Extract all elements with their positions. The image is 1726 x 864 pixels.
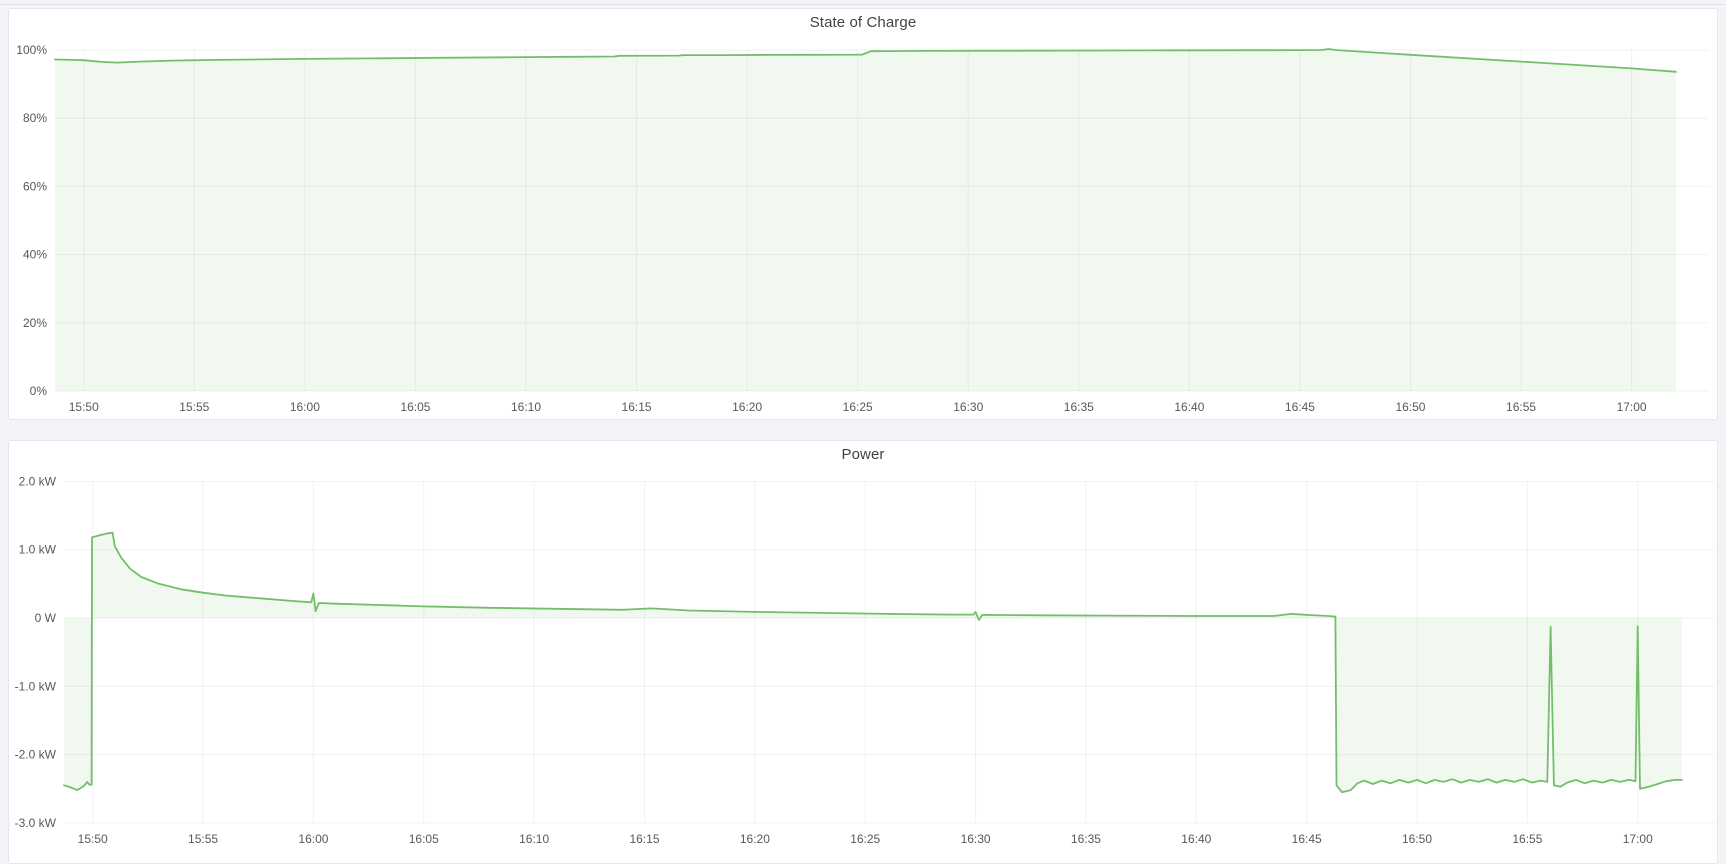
cropped-panel-above-edge [0,4,1726,5]
panel-power: Power -3.0 kW -2.0 kW -1.0 kW 0 W 1.0 kW 2.0 … [8,440,1718,864]
y-tick-label: 80% [23,111,47,125]
x-tick-label: 16:50 [1395,400,1425,414]
x-tick-label: 16:45 [1285,400,1315,414]
x-tick-label: 16:15 [629,832,659,846]
x-tick-label: 16:55 [1512,832,1542,846]
x-tick-label: 16:10 [519,832,549,846]
y-tick-label: 2.0 kW [19,474,57,488]
y-tick-label: 0% [30,384,48,398]
x-tick-label: 16:45 [1292,832,1322,846]
soc-area-chart[interactable]: 0% 20% 40% 60% 80% 100% 15:50 15:55 16:00 16:05 16… [9,9,1717,419]
y-tick-label: 40% [23,248,47,262]
x-tick-label: 15:55 [188,832,218,846]
y-tick-label: 0 W [35,611,57,625]
series-fill [64,532,1682,793]
x-tick-label: 17:00 [1617,400,1647,414]
x-tick-label: 16:20 [732,400,762,414]
x-tick-label: 16:50 [1402,832,1432,846]
series-line [54,48,1677,73]
y-tick-label: 60% [23,179,47,193]
x-tick-label: 16:05 [400,400,430,414]
x-tick-label: 16:30 [961,832,991,846]
series-line [63,531,1683,794]
y-tick-label: 100% [16,43,47,57]
x-tick-label: 16:15 [622,400,652,414]
x-tick-label: 15:50 [69,400,99,414]
x-tick-label: 16:35 [1064,400,1094,414]
x-tick-label: 16:40 [1181,832,1211,846]
y-tick-label: -3.0 kW [15,816,57,830]
x-tick-label: 16:30 [953,400,983,414]
x-tick-label: 15:55 [179,400,209,414]
x-tick-label: 16:40 [1174,400,1204,414]
x-tick-label: 16:20 [740,832,770,846]
panel-state-of-charge: State of Charge 0% 20% 40% 60% 80% 100% 15:50 1… [8,8,1718,420]
x-tick-label: 16:10 [511,400,541,414]
x-tick-label: 16:05 [409,832,439,846]
panel-title-power[interactable]: Power [841,446,885,463]
x-tick-label: 16:35 [1071,832,1101,846]
y-tick-label: -1.0 kW [15,679,57,693]
x-tick-label: 16:00 [290,400,320,414]
power-area-chart[interactable]: -3.0 kW -2.0 kW -1.0 kW 0 W 1.0 kW 2.0 kW 15:5… [9,441,1717,863]
y-tick-label: 20% [23,316,47,330]
y-tick-label: -2.0 kW [15,748,57,762]
x-tick-label: 16:00 [298,832,328,846]
x-tick-label: 17:00 [1623,832,1653,846]
x-tick-label: 16:25 [843,400,873,414]
panel-title-state-of-charge[interactable]: State of Charge [809,14,917,31]
x-tick-label: 16:55 [1506,400,1536,414]
series-fill [55,49,1676,391]
y-tick-label: 1.0 kW [19,543,57,557]
x-tick-label: 16:25 [850,832,880,846]
x-tick-label: 15:50 [78,832,108,846]
